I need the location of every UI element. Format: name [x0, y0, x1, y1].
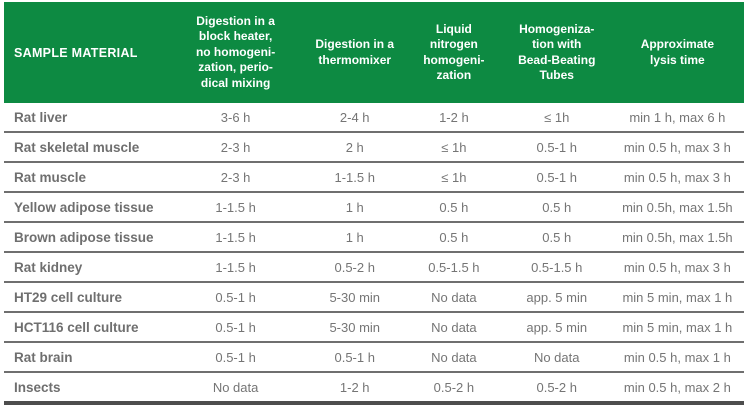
value-cell: min 0.5 h, max 1 h — [610, 342, 744, 373]
value-cell: 3-6 h — [166, 103, 305, 133]
column-header-sample-material: SAMPLE MATERIAL — [4, 2, 167, 103]
material-cell: Brown adipose tissue — [4, 222, 167, 253]
material-cell: Rat liver — [4, 103, 167, 133]
material-cell: Yellow adipose tissue — [4, 192, 167, 223]
value-cell: 0.5-1 h — [304, 342, 406, 373]
value-cell: 1-1.5 h — [166, 192, 305, 223]
value-cell: 1-1.5 h — [166, 222, 305, 253]
value-cell: 0.5 h — [502, 192, 611, 223]
value-cell: No data — [166, 372, 305, 405]
value-cell: app. 5 min — [502, 282, 611, 313]
value-cell: 0.5-1 h — [502, 132, 611, 163]
table-row: HCT116 cell culture 0.5-1 h 5-30 min No … — [4, 312, 744, 343]
value-cell: 0.5-2 h — [405, 372, 503, 405]
value-cell: min 0.5 h, max 3 h — [610, 162, 744, 193]
value-cell: min 1 h, max 6 h — [610, 103, 744, 133]
material-cell: Insects — [4, 372, 167, 405]
value-cell: ≤ 1h — [405, 132, 503, 163]
value-cell: 1-2 h — [304, 372, 406, 405]
value-cell: No data — [405, 342, 503, 373]
value-cell: 2-3 h — [166, 162, 305, 193]
table-row: Yellow adipose tissue 1-1.5 h 1 h 0.5 h … — [4, 192, 744, 223]
table-row: Rat kidney 1-1.5 h 0.5-2 h 0.5-1.5 h 0.5… — [4, 252, 744, 283]
value-cell: 0.5-1 h — [166, 342, 305, 373]
value-cell: 0.5-1 h — [166, 282, 305, 313]
column-header-approximate-lysis-time: Approximate lysis time — [610, 2, 744, 103]
table-row: Rat skeletal muscle 2-3 h 2 h ≤ 1h 0.5-1… — [4, 132, 744, 163]
value-cell: min 5 min, max 1 h — [610, 282, 744, 313]
value-cell: 0.5-1.5 h — [502, 252, 611, 283]
table-wrap: SAMPLE MATERIAL Digestion in a block hea… — [4, 2, 744, 405]
value-cell: 0.5-1 h — [166, 312, 305, 343]
value-cell: 2 h — [304, 132, 406, 163]
value-cell: min 0.5 h, max 3 h — [610, 252, 744, 283]
table-row: Rat brain 0.5-1 h 0.5-1 h No data No dat… — [4, 342, 744, 373]
table-row: Insects No data 1-2 h 0.5-2 h 0.5-2 h mi… — [4, 372, 744, 405]
value-cell: 1 h — [304, 222, 406, 253]
table-body: Rat liver 3-6 h 2-4 h 1-2 h ≤ 1h min 1 h… — [4, 103, 744, 405]
column-header-bead-beating-homogenization: Homogeniza- tion with Bead-Beating Tubes — [502, 2, 611, 103]
value-cell: min 0.5 h, max 2 h — [610, 372, 744, 405]
value-cell: 0.5-1.5 h — [405, 252, 503, 283]
value-cell: No data — [405, 282, 503, 313]
column-header-liquid-nitrogen-homogenization: Liquid nitrogen homogeni- zation — [405, 2, 503, 103]
value-cell: 0.5 h — [405, 192, 503, 223]
value-cell: 0.5-1 h — [502, 162, 611, 193]
value-cell: min 5 min, max 1 h — [610, 312, 744, 343]
table-row: HT29 cell culture 0.5-1 h 5-30 min No da… — [4, 282, 744, 313]
value-cell: 0.5-2 h — [502, 372, 611, 405]
value-cell: 1-1.5 h — [166, 252, 305, 283]
value-cell: 5-30 min — [304, 312, 406, 343]
value-cell: 0.5-2 h — [304, 252, 406, 283]
value-cell: ≤ 1h — [502, 103, 611, 133]
table-row: Rat muscle 2-3 h 1-1.5 h ≤ 1h 0.5-1 h mi… — [4, 162, 744, 193]
value-cell: min 0.5 h, max 3 h — [610, 132, 744, 163]
table-row: Brown adipose tissue 1-1.5 h 1 h 0.5 h 0… — [4, 222, 744, 253]
material-cell: Rat kidney — [4, 252, 167, 283]
value-cell: 2-4 h — [304, 103, 406, 133]
value-cell: 2-3 h — [166, 132, 305, 163]
material-cell: Rat skeletal muscle — [4, 132, 167, 163]
header-row: SAMPLE MATERIAL Digestion in a block hea… — [4, 2, 744, 103]
value-cell: app. 5 min — [502, 312, 611, 343]
value-cell: 1 h — [304, 192, 406, 223]
table-row: Rat liver 3-6 h 2-4 h 1-2 h ≤ 1h min 1 h… — [4, 103, 744, 133]
sample-lysis-table: SAMPLE MATERIAL Digestion in a block hea… — [4, 2, 744, 405]
material-cell: Rat brain — [4, 342, 167, 373]
column-header-block-heater-digestion: Digestion in a block heater, no homogeni… — [166, 2, 305, 103]
value-cell: min 0.5h, max 1.5h — [610, 222, 744, 253]
value-cell: No data — [405, 312, 503, 343]
value-cell: No data — [502, 342, 611, 373]
value-cell: min 0.5h, max 1.5h — [610, 192, 744, 223]
value-cell: 1-1.5 h — [304, 162, 406, 193]
material-cell: HCT116 cell culture — [4, 312, 167, 343]
value-cell: 5-30 min — [304, 282, 406, 313]
column-header-thermomixer-digestion: Digestion in a thermomixer — [304, 2, 406, 103]
value-cell: ≤ 1h — [405, 162, 503, 193]
value-cell: 1-2 h — [405, 103, 503, 133]
table-header: SAMPLE MATERIAL Digestion in a block hea… — [4, 2, 744, 103]
value-cell: 0.5 h — [405, 222, 503, 253]
value-cell: 0.5 h — [502, 222, 611, 253]
material-cell: Rat muscle — [4, 162, 167, 193]
material-cell: HT29 cell culture — [4, 282, 167, 313]
